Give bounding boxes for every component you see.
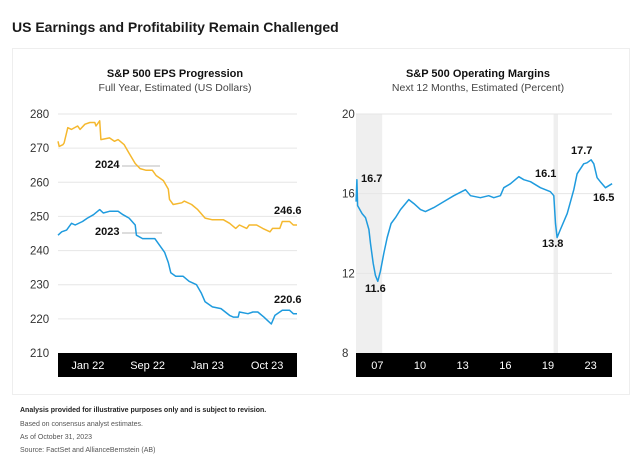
x-tick-label: Oct 23	[251, 360, 283, 372]
footer-disclaimer: Analysis provided for illustrative purpo…	[20, 407, 267, 414]
y-tick-label: 8	[342, 348, 348, 360]
label-13-8: 13.8	[542, 238, 564, 250]
chart-card	[12, 48, 630, 395]
page-title: US Earnings and Profitability Remain Cha…	[12, 19, 339, 35]
eps-chart-subtitle: Full Year, Estimated (US Dollars)	[98, 82, 252, 94]
x-tick-label: 13	[457, 360, 469, 372]
label-220-6: 220.6	[274, 294, 302, 306]
x-tick-label: Jan 23	[191, 360, 224, 372]
x-tick-label: Sep 22	[130, 360, 165, 372]
label-246-6: 246.6	[274, 205, 302, 217]
footer-source: Source: FactSet and AllianceBernstein (A…	[20, 447, 156, 454]
y-tick-label: 260	[30, 177, 49, 189]
y-tick-label: 270	[30, 143, 49, 155]
series-line-0	[355, 159, 613, 283]
y-tick-label: 230	[30, 280, 49, 292]
x-axis-bar	[58, 353, 297, 377]
x-tick-label: 23	[585, 360, 597, 372]
margin-chart-subtitle: Next 12 Months, Estimated (Percent)	[391, 82, 565, 94]
series-line-2024	[57, 120, 297, 233]
label-17-7: 17.7	[571, 145, 593, 157]
series-line-2023	[57, 208, 297, 325]
label-11-6: 11.6	[365, 283, 386, 295]
label-16-7: 16.7	[361, 173, 383, 185]
label-2024: 2024	[95, 159, 120, 171]
y-tick-label: 220	[30, 314, 49, 326]
x-tick-label: Jan 22	[71, 360, 104, 372]
x-tick-label: 10	[414, 360, 426, 372]
footer-as-of: As of October 31, 2023	[20, 434, 92, 441]
eps-chart-title: S&P 500 EPS Progression	[106, 68, 244, 80]
x-axis-bar	[356, 353, 612, 377]
y-tick-label: 210	[30, 348, 49, 360]
x-tick-label: 19	[542, 360, 554, 372]
y-tick-label: 250	[30, 211, 49, 223]
y-tick-label: 240	[30, 246, 49, 258]
margin-chart-title: S&P 500 Operating Margins	[405, 68, 551, 80]
label-2023: 2023	[95, 226, 120, 238]
label-16-5: 16.5	[593, 192, 615, 204]
y-tick-label: 12	[342, 268, 355, 280]
x-tick-label: 07	[371, 360, 383, 372]
recession-shade	[553, 114, 558, 353]
y-tick-label: 280	[30, 109, 49, 121]
footer-basis: Based on consensus analyst estimates.	[20, 421, 143, 428]
x-tick-label: 16	[499, 360, 511, 372]
label-16-1: 16.1	[535, 168, 557, 180]
y-tick-label: 16	[342, 189, 355, 201]
y-tick-label: 20	[342, 109, 355, 121]
